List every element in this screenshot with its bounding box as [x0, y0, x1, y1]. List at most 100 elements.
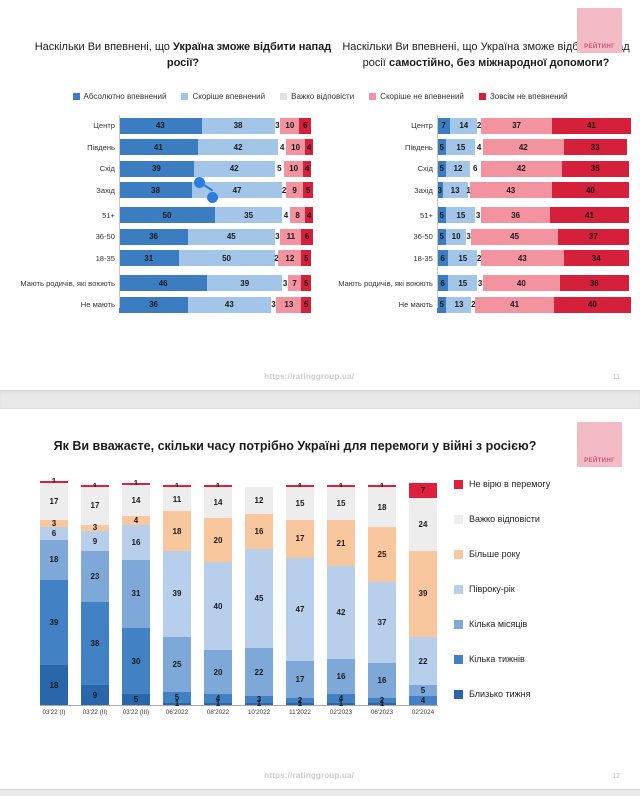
bar-value-label: 25	[377, 549, 387, 559]
bar-value-label: 41	[153, 142, 163, 152]
category-label: Не мають	[80, 300, 115, 310]
bar-row: Мають родичів, які воюють 6 15 3 40 36	[338, 275, 631, 292]
bar-value-label: 18	[49, 555, 59, 565]
bar-value-label: 16	[336, 671, 346, 681]
chart-confidence-alone: Центр 7 14 2 37 41 Південь 5 15 4 42 33 Схід 5 12 6 42 35…	[338, 114, 631, 319]
bar-value-label: 1	[215, 699, 221, 709]
bar-value-label: 5	[420, 686, 426, 696]
bar-value-label: 12	[254, 495, 264, 505]
footer-url[interactable]: https://ratinggroup.ua/	[264, 372, 355, 381]
bar-segment: 14	[122, 485, 150, 516]
bar-value-label: 37	[377, 618, 387, 628]
bar-segment: 11	[163, 487, 191, 512]
chart-time-to-victory: 1 17 3 6 18 39 18 1 17 3 9 23 38 9 1 14 4 16 31 30 5 1 11 18 39 2…	[40, 477, 438, 716]
x-axis-tick-label: 02'2024	[411, 709, 435, 716]
bar-segment: 1	[466, 182, 471, 199]
stacked-bar: 41 42 4 10 4	[119, 139, 313, 156]
bar-segment: 4	[475, 139, 483, 156]
bar-segment: 43	[481, 250, 564, 267]
bar-value-label: 50	[222, 253, 231, 263]
category-label: 18-35	[95, 253, 115, 263]
bar-segment: 50	[178, 250, 275, 267]
stacked-bar: 46 39 3 7 5	[119, 275, 311, 292]
category-label: 51+	[420, 210, 433, 220]
bar-value-label: 50	[162, 210, 172, 220]
bar-row: Не мають 5 13 2 41 40	[338, 296, 631, 313]
bar-segment: 6	[469, 160, 482, 177]
legend-label: Абсолютно впевнений	[83, 91, 167, 101]
bar-value-label: 4	[215, 693, 221, 703]
bar-segment: 5	[436, 139, 447, 156]
bar-segment: 42	[482, 139, 564, 156]
category-label: Південь	[404, 142, 433, 152]
stacked-bar: 6 15 3 40 36	[436, 275, 629, 292]
bar-row: Не мають 36 43 3 13 5	[20, 296, 313, 313]
bar-value-label: 2	[274, 253, 279, 263]
chart-title-repel: Наскільки Ви впевнені, що Україна зможе …	[30, 40, 336, 72]
bar-segment: 3	[245, 695, 273, 704]
legend-label: Важко відповісти	[469, 514, 540, 524]
bar-value-label: 3	[275, 232, 280, 242]
footer-url[interactable]: https://ratinggroup.ua/	[264, 771, 355, 780]
rating-logo: РЕЙТИНГ	[577, 422, 622, 467]
bar-segment: 41	[552, 117, 631, 134]
bar-segment: 1	[327, 482, 355, 491]
bar-segment: 42	[327, 566, 355, 659]
bar-value-label: 3	[475, 210, 481, 220]
bar-row: Мають родичів, які воюють 46 39 3 7 5	[20, 275, 313, 292]
bar-row: Схід 5 12 6 42 35	[338, 160, 631, 177]
bar-value-label: 39	[172, 589, 182, 599]
bar-value-label: 6	[302, 121, 308, 131]
x-axis-tick-label: 02'2023	[329, 709, 353, 716]
bar-value-label: 18	[49, 680, 59, 690]
selection-handle-dot	[194, 177, 205, 188]
bar-value-label: 42	[233, 142, 243, 152]
bar-segment: 40	[482, 275, 560, 292]
legend-label: Півроку-рік	[469, 584, 515, 594]
bar-value-label: 1	[215, 481, 221, 491]
bar-value-label: 16	[131, 537, 141, 547]
bar-value-label: 1	[297, 481, 303, 491]
bar-value-label: 42	[516, 164, 526, 174]
category-label: Схід	[417, 164, 433, 174]
stacked-bar: 50 35 4 8 4	[119, 207, 313, 224]
bar-value-label: 11	[172, 494, 182, 504]
category-label: Захід	[414, 185, 433, 195]
category-label: Південь	[87, 142, 115, 152]
bar-segment: 10	[284, 160, 304, 177]
chart-body: 1 17 3 6 18 39 18 1 17 3 9 23 38 9 1 14 4 16 31 30 5 1 11 18 39 2…	[40, 477, 640, 716]
legend-label: Близько тижня	[469, 689, 531, 699]
bar-segment: 5	[436, 160, 447, 177]
bar-value-label: 4	[304, 164, 310, 174]
bar-value-label: 38	[151, 185, 160, 195]
titles-row: Наскільки Ви впевнені, що Україна зможе …	[0, 0, 640, 72]
bar-value-label: 43	[155, 121, 165, 131]
bar-value-label: 45	[254, 593, 264, 603]
stacked-column: 7 24 39 22 5 4	[409, 482, 437, 705]
bar-segment: 17	[81, 487, 109, 525]
category-label: Не мають	[398, 300, 433, 310]
bar-segment: 5	[436, 228, 447, 245]
bar-segment: 2	[282, 182, 286, 199]
bar-value-label: 2	[297, 696, 303, 706]
bar-value-label: 40	[587, 300, 597, 310]
bar-segment: 39	[409, 551, 437, 637]
bar-value-label: 9	[92, 690, 98, 700]
bar-value-label: 17	[295, 675, 305, 685]
bar-segment: 4	[303, 160, 311, 177]
bar-segment: 2	[286, 696, 314, 706]
bar-value-label: 37	[512, 121, 521, 131]
bar-segment: 5	[303, 182, 313, 199]
bar-segment: 4	[122, 516, 150, 525]
bar-value-label: 22	[254, 667, 264, 677]
legend-label: Важко відповісти	[291, 91, 355, 101]
legend-swatch	[454, 654, 463, 664]
bar-value-label: 3	[477, 278, 483, 288]
bar-segment: 1	[204, 699, 232, 708]
bar-segment: 1	[40, 477, 68, 486]
bar-segment: 2	[274, 250, 279, 267]
bar-segment: 5	[436, 296, 447, 313]
bar-value-label: 15	[336, 499, 346, 509]
legend-item: Півроку-рік	[454, 584, 550, 594]
bar-value-label: 15	[456, 210, 466, 220]
